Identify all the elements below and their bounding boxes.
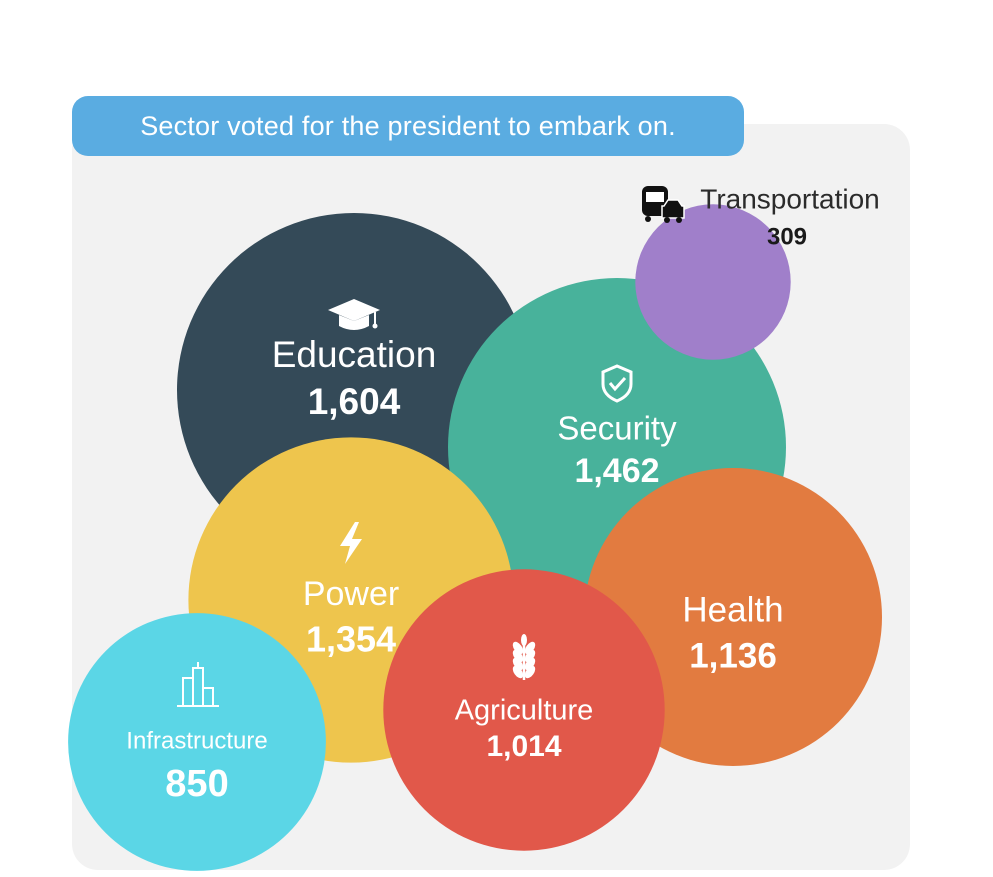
wheat-icon	[512, 634, 536, 680]
buildings-icon	[177, 662, 219, 707]
graduation-cap-icon	[328, 299, 380, 330]
label-infrastructure: Infrastructure	[126, 727, 267, 754]
value-infrastructure: 850	[165, 763, 228, 805]
bubble-transportation	[635, 204, 791, 360]
label-education: Education	[272, 334, 437, 375]
lightning-bolt-icon	[340, 522, 362, 564]
value-power: 1,354	[306, 619, 396, 660]
bus-car-icon	[642, 186, 685, 223]
label-power: Power	[303, 575, 399, 613]
value-security: 1,462	[574, 452, 659, 490]
value-health: 1,136	[689, 636, 777, 675]
value-transportation: 309	[767, 223, 807, 250]
bubble-infrastructure	[68, 613, 326, 871]
label-agriculture: Agriculture	[455, 695, 594, 727]
chart-title: Sector voted for the president to embark…	[72, 96, 744, 156]
value-agriculture: 1,014	[486, 730, 561, 763]
label-security: Security	[557, 410, 677, 447]
shield-check-icon	[601, 364, 633, 403]
label-transportation: Transportation	[700, 183, 880, 214]
bubble-agriculture	[383, 569, 665, 851]
value-education: 1,604	[308, 381, 401, 422]
label-health: Health	[682, 590, 783, 629]
